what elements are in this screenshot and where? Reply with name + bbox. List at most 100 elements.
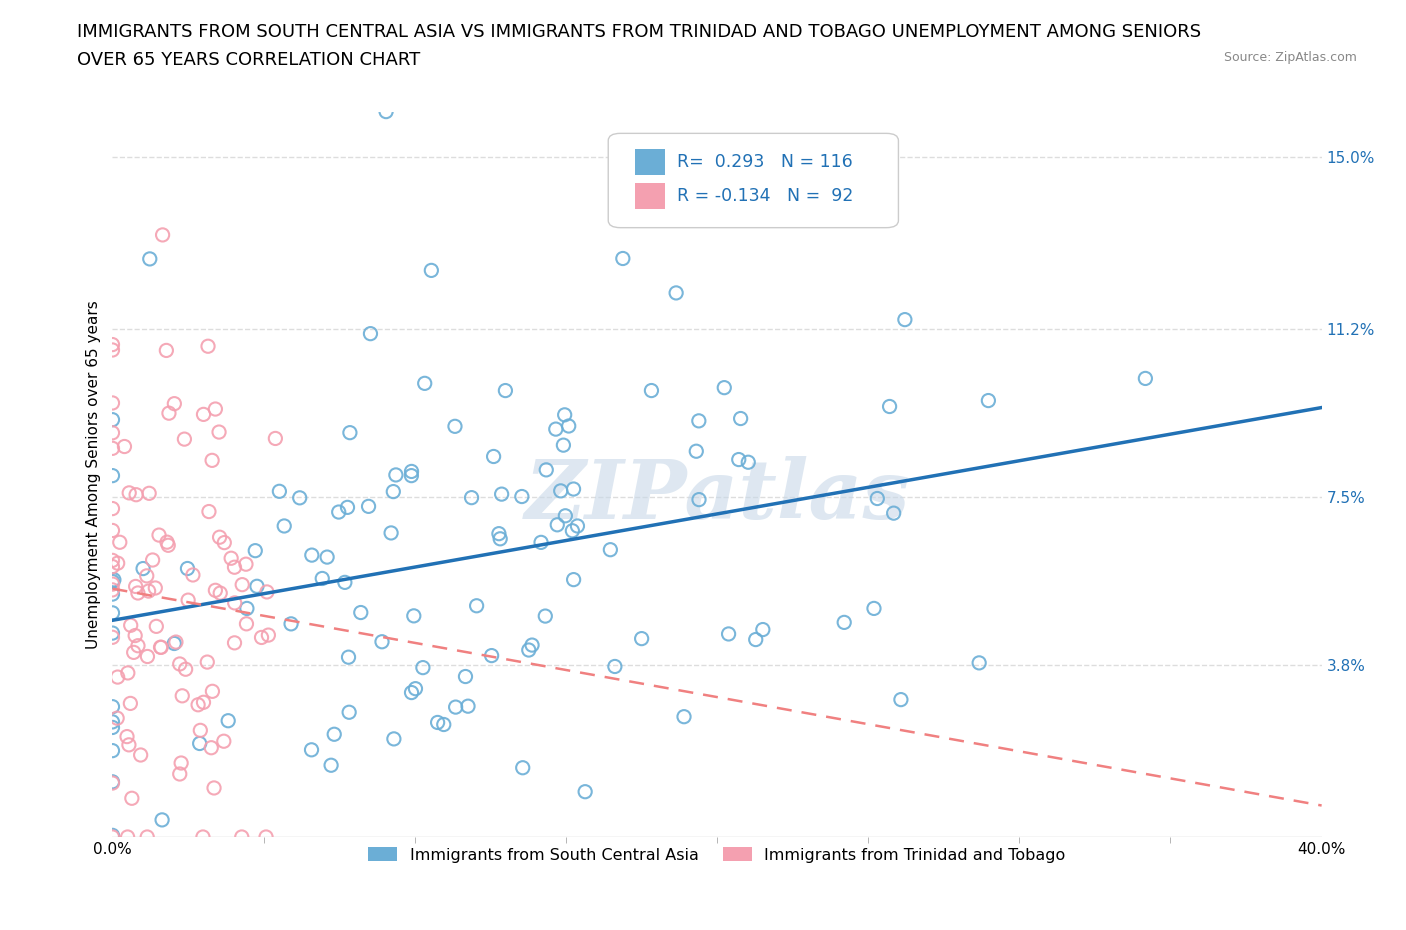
Point <box>209 586 232 601</box>
Point <box>727 452 749 467</box>
Point <box>101 395 124 410</box>
Point <box>301 742 323 757</box>
Point <box>328 505 350 520</box>
Point <box>107 556 129 571</box>
Point <box>433 717 456 732</box>
Point <box>101 553 124 568</box>
Point <box>866 491 889 506</box>
Point <box>129 748 152 763</box>
Point <box>359 326 381 341</box>
Point <box>554 509 576 524</box>
Point <box>208 425 231 440</box>
Point <box>142 552 165 567</box>
Point <box>288 490 311 505</box>
Point <box>257 628 280 643</box>
Point <box>139 251 162 266</box>
Point <box>157 538 180 552</box>
Point <box>488 526 510 541</box>
Point <box>108 535 131 550</box>
FancyBboxPatch shape <box>636 149 665 175</box>
Point <box>235 617 257 631</box>
Point <box>544 421 567 436</box>
Point <box>156 535 179 550</box>
Point <box>177 592 200 607</box>
Point <box>337 705 360 720</box>
Point <box>311 571 333 586</box>
Point <box>382 485 405 499</box>
Point <box>101 743 124 758</box>
Point <box>214 535 236 550</box>
Point <box>208 530 231 545</box>
Point <box>101 501 124 516</box>
Point <box>536 462 558 477</box>
Point <box>465 598 488 613</box>
Point <box>224 635 246 650</box>
Point <box>149 640 172 655</box>
Point <box>136 830 159 844</box>
Point <box>101 342 124 357</box>
Point <box>145 619 167 634</box>
Point <box>561 524 583 538</box>
Point <box>382 732 405 747</box>
Point <box>163 396 186 411</box>
Point <box>202 780 225 795</box>
Point <box>191 830 214 844</box>
FancyBboxPatch shape <box>636 182 665 209</box>
Point <box>157 405 180 420</box>
Point <box>224 560 246 575</box>
Point <box>120 696 142 711</box>
Point <box>101 412 124 427</box>
Point <box>107 670 129 684</box>
Point <box>155 343 177 358</box>
Point <box>193 407 215 422</box>
Point <box>101 626 124 641</box>
Point <box>163 636 186 651</box>
Point <box>481 648 503 663</box>
Point <box>336 500 359 515</box>
Y-axis label: Unemployment Among Seniors over 65 years: Unemployment Among Seniors over 65 years <box>86 300 101 649</box>
Point <box>599 542 621 557</box>
Point <box>319 758 342 773</box>
Point <box>101 468 124 483</box>
Point <box>412 660 434 675</box>
Point <box>323 727 346 742</box>
Point <box>269 484 291 498</box>
Point <box>420 263 443 278</box>
Point <box>339 425 361 440</box>
Point <box>101 338 124 352</box>
Point <box>101 776 124 790</box>
Point <box>135 568 157 583</box>
Point <box>118 485 141 500</box>
Point <box>375 104 398 119</box>
Point <box>371 634 394 649</box>
Point <box>217 713 239 728</box>
Point <box>574 784 596 799</box>
Point <box>169 657 191 671</box>
Point <box>219 551 242 565</box>
Point <box>231 578 253 592</box>
Point <box>169 766 191 781</box>
Point <box>101 720 124 735</box>
Point <box>385 468 408 483</box>
Point <box>557 418 579 433</box>
Point <box>402 608 425 623</box>
Point <box>444 418 467 433</box>
Point <box>188 736 211 751</box>
Point <box>510 489 533 504</box>
Point <box>567 519 589 534</box>
Point <box>612 251 634 266</box>
Point <box>101 577 124 591</box>
Point <box>101 441 124 456</box>
Text: R=  0.293   N = 116: R= 0.293 N = 116 <box>678 153 853 170</box>
Point <box>152 228 174 243</box>
Point <box>630 631 652 646</box>
Point <box>512 761 534 776</box>
Point <box>460 490 482 505</box>
Point <box>101 630 124 644</box>
Point <box>201 453 224 468</box>
Point <box>165 634 187 649</box>
Point <box>101 559 124 574</box>
Legend: Immigrants from South Central Asia, Immigrants from Trinidad and Tobago: Immigrants from South Central Asia, Immi… <box>363 841 1071 869</box>
Point <box>200 740 222 755</box>
Point <box>534 608 557 623</box>
